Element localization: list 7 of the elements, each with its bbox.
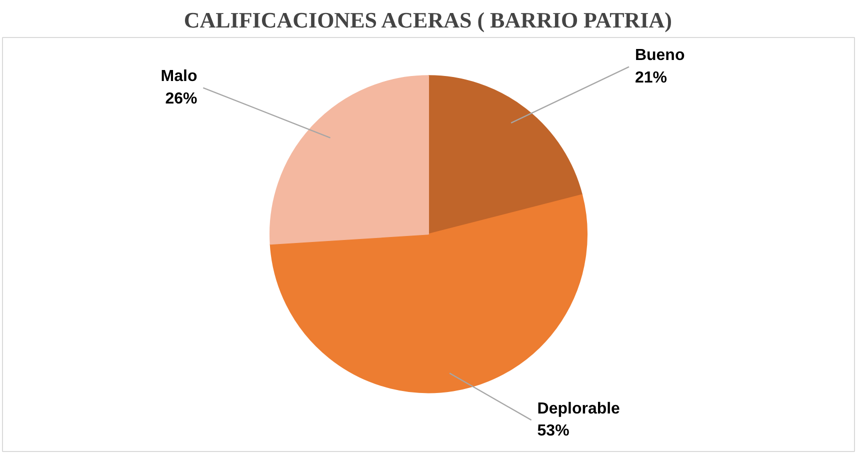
slice-label: Malo (160, 68, 198, 86)
data-label: 26% (165, 90, 198, 108)
slice-label: Bueno (634, 47, 685, 64)
slice-label: Deplorable (537, 400, 620, 418)
chart-title: CALIFICACIONES ACERAS ( BARRIO PATRIA) (184, 8, 672, 32)
data-label: 21% (634, 69, 667, 86)
data-label: 53% (537, 422, 570, 440)
